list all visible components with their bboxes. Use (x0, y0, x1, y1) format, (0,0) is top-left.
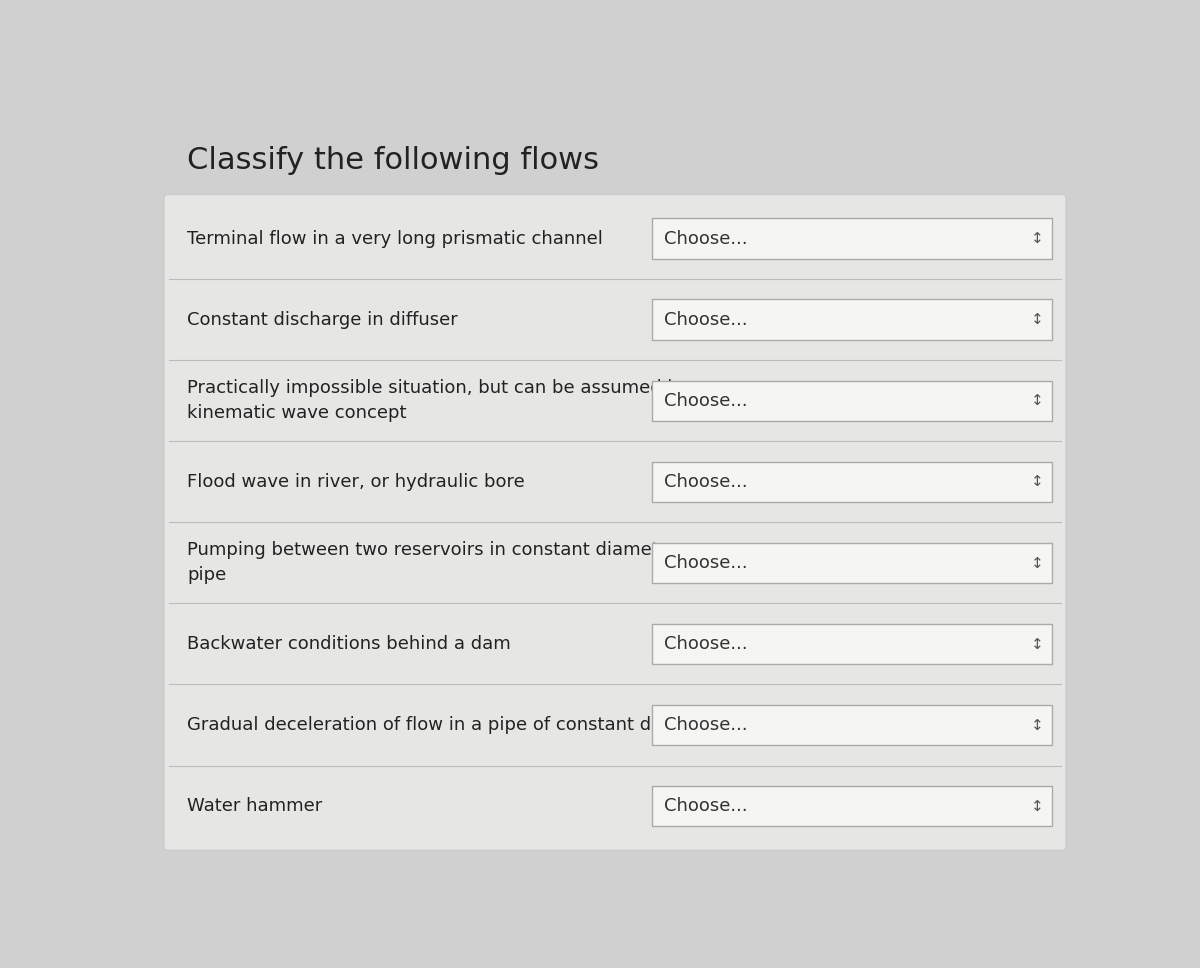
Text: ↕: ↕ (1031, 313, 1044, 327)
Text: Choose...: Choose... (665, 797, 748, 815)
Text: ↕: ↕ (1031, 231, 1044, 246)
FancyBboxPatch shape (164, 195, 1066, 850)
Text: ↕: ↕ (1031, 717, 1044, 733)
Text: Classify the following flows: Classify the following flows (187, 146, 599, 175)
FancyBboxPatch shape (653, 219, 1052, 259)
Text: Choose...: Choose... (665, 635, 748, 653)
FancyBboxPatch shape (653, 543, 1052, 583)
Text: Choose...: Choose... (665, 311, 748, 329)
Text: Terminal flow in a very long prismatic channel: Terminal flow in a very long prismatic c… (187, 229, 604, 248)
Text: Choose...: Choose... (665, 716, 748, 734)
FancyBboxPatch shape (653, 786, 1052, 827)
Text: Choose...: Choose... (665, 554, 748, 572)
FancyBboxPatch shape (653, 462, 1052, 502)
FancyBboxPatch shape (653, 623, 1052, 664)
FancyBboxPatch shape (653, 380, 1052, 421)
FancyBboxPatch shape (653, 705, 1052, 745)
Text: ↕: ↕ (1031, 799, 1044, 813)
Text: Backwater conditions behind a dam: Backwater conditions behind a dam (187, 635, 511, 653)
Text: Choose...: Choose... (665, 472, 748, 491)
Text: Practically impossible situation, but can be assumed by
kinematic wave concept: Practically impossible situation, but ca… (187, 379, 690, 422)
Text: ↕: ↕ (1031, 556, 1044, 570)
Text: Constant discharge in diffuser: Constant discharge in diffuser (187, 311, 458, 329)
Text: ↕: ↕ (1031, 637, 1044, 651)
FancyBboxPatch shape (653, 299, 1052, 340)
Text: ↕: ↕ (1031, 393, 1044, 408)
Text: ↕: ↕ (1031, 474, 1044, 490)
Text: Choose...: Choose... (665, 392, 748, 409)
Text: Flood wave in river, or hydraulic bore: Flood wave in river, or hydraulic bore (187, 472, 524, 491)
Text: Pumping between two reservoirs in constant diameter
pipe: Pumping between two reservoirs in consta… (187, 541, 678, 585)
Text: Gradual deceleration of flow in a pipe of constant diameter: Gradual deceleration of flow in a pipe o… (187, 716, 722, 734)
Text: Water hammer: Water hammer (187, 797, 323, 815)
Text: Choose...: Choose... (665, 229, 748, 248)
